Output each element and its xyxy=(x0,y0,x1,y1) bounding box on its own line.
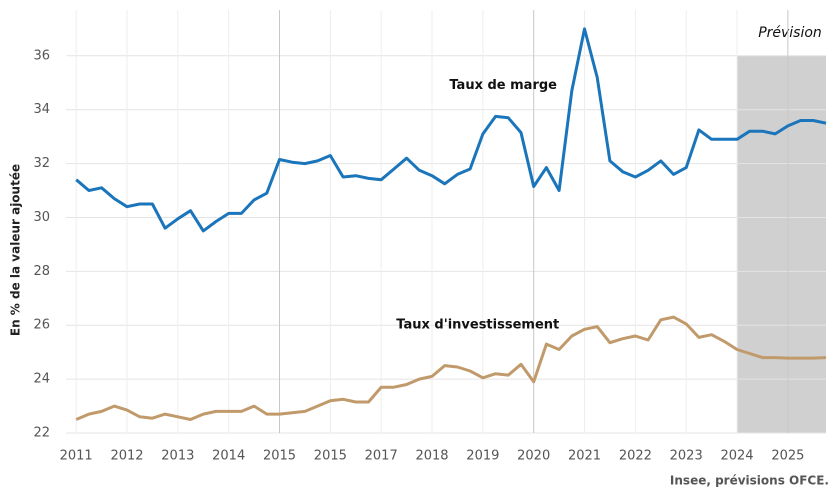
y-tick-label: 22 xyxy=(33,426,50,441)
x-tick-label: 2015 xyxy=(314,449,347,464)
series-line xyxy=(75,315,827,421)
y-tick-label: 32 xyxy=(33,156,50,171)
source: Insee, prévisions OFCE. xyxy=(670,474,829,488)
forecast-area xyxy=(737,55,826,433)
x-tick-label: 2021 xyxy=(568,449,601,464)
x-tick-label: 2013 xyxy=(161,449,194,464)
x-tick-label: 2024 xyxy=(720,449,753,464)
y-tick-label: 36 xyxy=(33,48,50,63)
series-label: Taux d'investissement xyxy=(396,318,559,333)
y-tick-label: 28 xyxy=(33,264,50,279)
series-label: Taux de marge xyxy=(449,78,557,93)
x-tick-label: 2015 xyxy=(263,449,296,464)
x-tick-label: 2022 xyxy=(619,449,652,464)
x-tick-label: 2020 xyxy=(517,449,550,464)
y-tick-label: 34 xyxy=(33,102,50,117)
x-tick-label: 2012 xyxy=(110,449,143,464)
y-tick-label: 26 xyxy=(33,318,50,333)
y-axis-label: En % de la valeur ajoutée xyxy=(9,164,23,336)
x-tick-label: 2019 xyxy=(466,449,499,464)
x-tick-label: 2011 xyxy=(60,449,93,464)
y-tick-label: 30 xyxy=(33,210,50,225)
forecast-label: Prévision xyxy=(758,25,822,41)
x-tick-label: 2018 xyxy=(415,449,448,464)
x-tick-label: 2014 xyxy=(212,449,245,464)
x-tick-label: 2023 xyxy=(670,449,703,464)
x-tick-label: 2017 xyxy=(365,449,398,464)
x-tick-label: 2025 xyxy=(771,449,804,464)
y-tick-label: 24 xyxy=(33,372,50,387)
series-line xyxy=(75,27,827,233)
